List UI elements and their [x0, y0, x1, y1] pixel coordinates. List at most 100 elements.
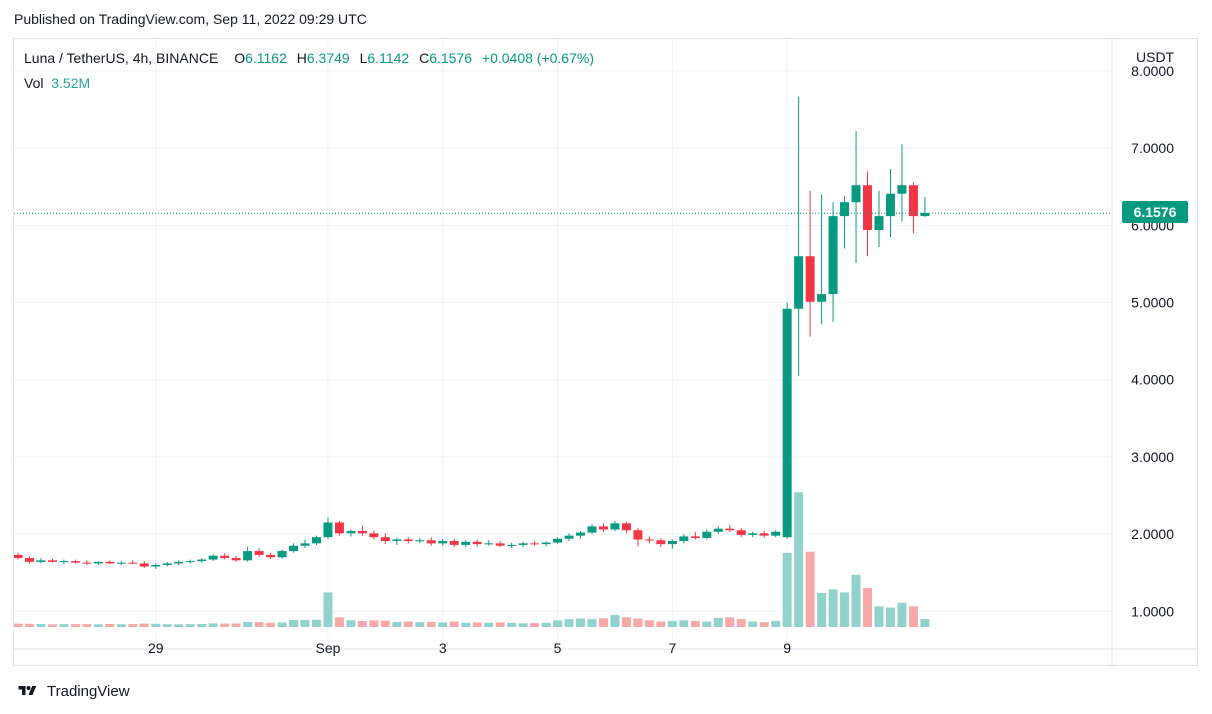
candle-body: [36, 560, 46, 562]
candle-body: [392, 539, 402, 542]
volume-bar: [116, 624, 126, 627]
candle-body: [70, 561, 80, 563]
volume-bar: [438, 622, 448, 627]
high-label: H: [296, 50, 307, 66]
candle-body: [105, 561, 115, 564]
candle-body: [208, 555, 218, 560]
volume-bar: [633, 618, 643, 627]
volume-bar: [874, 606, 884, 627]
symbol-title[interactable]: Luna / TetherUS, 4h, BINANCE: [24, 50, 219, 66]
volume-bar: [587, 619, 597, 627]
volume-bar: [231, 623, 241, 627]
volume-bar: [105, 623, 115, 627]
candle-body: [621, 523, 631, 531]
candle-body: [840, 202, 850, 217]
volume-bar: [851, 574, 861, 627]
candle-body: [576, 532, 586, 536]
candle-body: [587, 526, 597, 533]
candle-body: [128, 562, 138, 564]
candle-body: [495, 543, 505, 546]
volume-bar: [553, 620, 563, 627]
candle-body: [380, 537, 390, 542]
candle-body: [748, 533, 758, 535]
volume-bar: [817, 593, 827, 627]
volume-bar: [426, 621, 436, 627]
axis-currency-label[interactable]: USDT: [1134, 49, 1177, 65]
candle-body: [794, 256, 804, 309]
candle-body: [863, 185, 873, 230]
volume-bar: [794, 492, 804, 627]
candle-body: [472, 541, 482, 545]
candle-body: [185, 561, 195, 563]
candle-body: [598, 526, 608, 530]
candle-body: [656, 540, 666, 545]
volume-bar: [748, 621, 758, 627]
open-value: 6.1162: [245, 50, 287, 66]
candle-body: [518, 543, 528, 545]
volume-bar: [415, 622, 425, 627]
volume-bar: [82, 624, 92, 627]
chart-canvas[interactable]: 8.00007.00006.00005.00004.00003.00002.00…: [14, 39, 1199, 667]
candle-body: [449, 541, 459, 545]
volume-bar: [334, 617, 344, 627]
volume-bar: [380, 620, 390, 627]
y-axis-tick-label: 7.0000: [1131, 140, 1174, 156]
volume-bar: [254, 622, 264, 627]
candle-body: [300, 543, 310, 546]
candle-body: [644, 539, 654, 541]
volume-bar: [885, 607, 895, 627]
candle-body: [369, 533, 379, 538]
x-axis-tick-label: 29: [148, 640, 164, 656]
candle-body: [415, 540, 425, 542]
low-label: L: [359, 50, 368, 66]
x-axis-tick-label: Sep: [315, 640, 340, 656]
candle-body: [231, 558, 241, 561]
candle-body: [346, 531, 356, 534]
candle-body: [690, 536, 700, 538]
volume-bar: [725, 617, 735, 627]
volume-bar: [644, 620, 654, 627]
candle-body: [484, 543, 494, 545]
candle-body: [254, 551, 264, 555]
candle-body: [782, 308, 792, 538]
published-on-text: Published on TradingView.com, Sep 11, 20…: [14, 11, 367, 27]
volume-bar: [323, 592, 333, 627]
candle-body: [713, 528, 723, 532]
candle-body: [610, 523, 620, 530]
candle-body: [14, 554, 23, 559]
volume-bar: [243, 621, 253, 627]
volume-bar: [472, 622, 482, 627]
footer-branding[interactable]: TradingView: [14, 682, 130, 700]
volume-bar: [449, 621, 459, 627]
volume-bar: [495, 622, 505, 627]
tradingview-logo-icon: [18, 686, 37, 695]
ohlc-legend: Luna / TetherUS, 4h, BINANCE O6.1162 H6.…: [24, 50, 594, 67]
volume-bar: [840, 592, 850, 627]
candle-body: [323, 522, 333, 538]
volume-bar: [346, 620, 356, 627]
candle-body: [243, 551, 253, 561]
tradingview-brand-text: TradingView: [47, 682, 130, 700]
candle-body: [311, 537, 321, 544]
volume-bar: [771, 620, 781, 627]
volume-bar: [576, 618, 586, 627]
change-value: +0.0408 (+0.67%): [481, 50, 594, 66]
volume-bar: [484, 622, 494, 627]
volume-bar: [266, 622, 276, 627]
candle-body: [24, 558, 34, 562]
candle-body: [197, 559, 207, 562]
candle-body: [908, 185, 918, 217]
candle-body: [805, 256, 815, 302]
volume-bar: [530, 623, 540, 627]
chart-frame[interactable]: 8.0000 7.0000 6.0000 5.0000 4.0000 3.0000 2.00…: [13, 38, 1199, 667]
candle-body: [426, 540, 436, 544]
candle-body: [771, 531, 781, 536]
volume-bar: [128, 624, 138, 627]
candle-body: [47, 560, 57, 562]
y-axis-tick-label: 1.0000: [1131, 603, 1174, 619]
y-axis-tick-label: 4.0000: [1131, 372, 1174, 388]
volume-value: 3.52M: [51, 75, 91, 91]
candle-body: [59, 561, 69, 563]
candle-body: [277, 551, 287, 558]
volume-bar: [518, 623, 528, 627]
